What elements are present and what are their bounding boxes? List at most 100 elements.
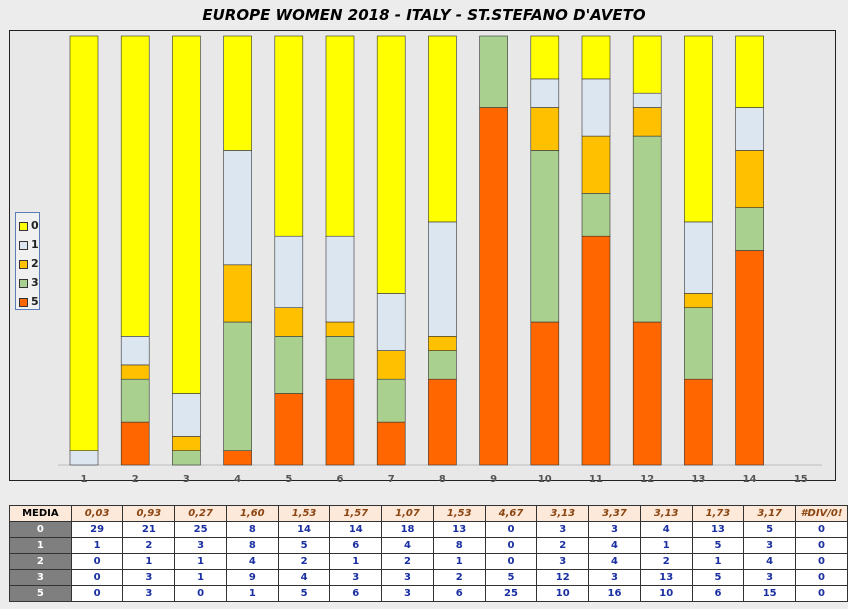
legend-swatch [19,241,28,250]
table-cell: 18 [382,522,434,538]
chart-legend: 0 1 2 3 5 [15,212,40,310]
table-cell: #DIV/0! [796,506,848,522]
table-cell: 4,67 [485,506,537,522]
bar-segment-cat6-score5 [326,379,354,465]
bar-segment-cat13-score2 [684,293,712,307]
table-cell: 6 [330,538,382,554]
data-table: MEDIA 0,03 0,93 0,27 1,60 1,53 1,57 1,07 1,53 4,6… [9,505,848,602]
row-header: 3 [10,570,72,586]
legend-label: 5 [31,295,39,308]
bar-segment-cat5-score0 [275,36,303,236]
table-cell: 3 [175,538,227,554]
table-cell: 1 [175,570,227,586]
table-cell: 8 [433,538,485,554]
table-cell: 1,07 [382,506,434,522]
bar-segment-cat14-score3 [736,208,764,251]
row-header: MEDIA [10,506,72,522]
table-cell: 3,13 [537,506,589,522]
table-cell: 2 [640,554,692,570]
table-cell: 5 [278,586,330,602]
bar-segment-cat13-score1 [684,222,712,294]
table-cell: 13 [692,522,744,538]
table-cell: 1,53 [278,506,330,522]
bar-segment-cat11-score3 [582,193,610,236]
table-cell: 1 [433,554,485,570]
x-tick-label: 15 [794,474,808,485]
legend-label: 0 [31,219,39,232]
table-cell: 6 [692,586,744,602]
table-cell: 1,73 [692,506,744,522]
table-cell: 2 [433,570,485,586]
table-cell: 0 [796,570,848,586]
x-tick-label: 9 [490,474,497,485]
x-tick-label: 13 [691,474,705,485]
table-cell: 0 [485,538,537,554]
table-cell: 3,17 [744,506,796,522]
bar-segment-cat5-score1 [275,236,303,308]
table-cell: 1 [226,586,278,602]
table-cell: 1 [123,554,175,570]
table-cell: 16 [589,586,641,602]
bar-segment-cat6-score0 [326,36,354,236]
table-cell: 1,57 [330,506,382,522]
table-cell: 0 [485,554,537,570]
bar-segment-cat6-score1 [326,236,354,322]
bar-segment-cat12-score5 [633,322,661,465]
table-cell: 0 [796,554,848,570]
bar-segment-cat10-score3 [531,150,559,322]
table-row: 1123856480241530 [10,538,848,554]
bar-segment-cat12-score1 [633,93,661,107]
table-cell: 10 [640,586,692,602]
x-tick-label: 8 [439,474,446,485]
table-cell: 3 [382,586,434,602]
row-header: 5 [10,586,72,602]
table-cell: 3 [123,570,175,586]
table-cell: 1 [71,538,123,554]
bar-segment-cat14-score5 [736,251,764,466]
bar-segment-cat8-score3 [428,351,456,380]
table-cell: 4 [589,554,641,570]
table-cell: 1,60 [226,506,278,522]
bar-segment-cat10-score0 [531,36,559,79]
table-cell: 25 [175,522,227,538]
bar-segment-cat4-score0 [224,36,252,150]
table-cell: 2 [382,554,434,570]
bar-segment-cat7-score5 [377,422,405,465]
table-row-media: MEDIA 0,03 0,93 0,27 1,60 1,53 1,57 1,07 1,53 4,6… [10,506,848,522]
table-cell: 12 [537,570,589,586]
table-cell: 3 [589,570,641,586]
bar-segment-cat13-score5 [684,379,712,465]
bar-segment-cat12-score0 [633,36,661,93]
bar-segment-cat3-score0 [172,36,200,394]
table-cell: 4 [640,522,692,538]
table-cell: 2 [537,538,589,554]
table-cell: 0 [485,522,537,538]
row-header: 2 [10,554,72,570]
bar-segment-cat8-score0 [428,36,456,222]
table-row: 5 0 3 0 1 5 6 3 6 25 10 16 10 6 15 0 [10,586,848,602]
table-cell: 3 [744,538,796,554]
bar-segment-cat4-score3 [224,322,252,451]
bar-segment-cat4-score1 [224,150,252,264]
legend-swatch [19,222,28,231]
x-tick-label: 6 [337,474,344,485]
x-tick-label: 5 [285,474,292,485]
x-tick-label: 12 [640,474,654,485]
table-cell: 6 [330,586,382,602]
bar-segment-cat13-score3 [684,308,712,380]
table-cell: 1 [330,554,382,570]
bar-segment-cat2-score1 [121,336,149,365]
table-cell: 0 [796,586,848,602]
x-tick-label: 14 [743,474,757,485]
table-cell: 3,13 [640,506,692,522]
table-cell: 4 [382,538,434,554]
table-cell: 3 [589,522,641,538]
legend-swatch [19,279,28,288]
x-tick-label: 3 [183,474,190,485]
bar-segment-cat14-score0 [736,36,764,108]
bar-segment-cat8-score5 [428,379,456,465]
bar-segment-cat11-score5 [582,236,610,465]
table-cell: 29 [71,522,123,538]
table-cell: 0 [796,538,848,554]
